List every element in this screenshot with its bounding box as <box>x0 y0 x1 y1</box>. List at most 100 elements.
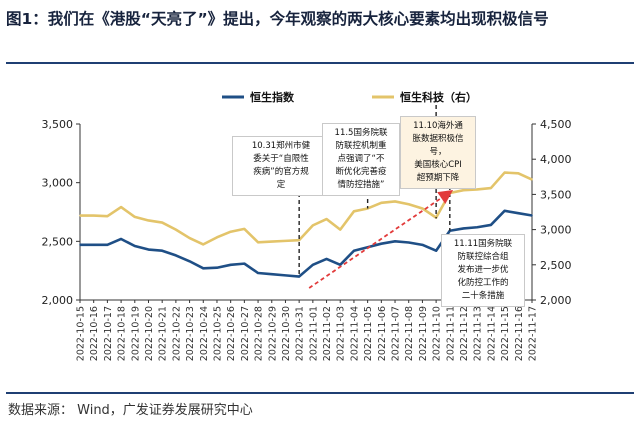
y-right-tick-label: 3,000 <box>540 224 572 237</box>
x-tick-label: 2022-10-26 <box>226 306 237 361</box>
hstech-point <box>490 187 492 189</box>
hstech-point <box>229 230 232 233</box>
x-tick-label: 2022-10-18 <box>117 306 128 361</box>
hsi-point <box>147 248 150 251</box>
hstech-point <box>243 228 246 230</box>
x-tick-label: 2022-10-29 <box>267 306 278 361</box>
x-tick-label: 2022-11-05 <box>363 306 374 361</box>
y-right-tick-label: 4,500 <box>540 118 572 131</box>
annotation-text-line: 点强调了“不 <box>337 154 385 164</box>
x-axis-ticks: 2022-10-15 2022-10-16 2022-10-17 2022-10-18… <box>76 300 539 361</box>
hstech-point <box>503 171 506 174</box>
top-rule <box>6 62 634 64</box>
annotation-text-line: 11.10海外通 <box>413 121 463 131</box>
hstech-point <box>106 215 109 218</box>
hstech-point <box>353 210 355 213</box>
x-tick-label: 2022-10-23 <box>185 306 196 361</box>
hsi-point <box>503 210 506 212</box>
hstech-point <box>298 239 300 241</box>
hsi-point <box>339 264 342 266</box>
x-tick-label: 2022-11-04 <box>349 306 360 361</box>
hstech-point <box>380 202 383 204</box>
hsi-point <box>79 244 81 246</box>
hsi-point <box>257 272 259 274</box>
annotation-text-line: 美国核心CPI <box>414 160 462 170</box>
annotation-box: 11.11国务院联 防联控综合组 发布进一步优 化防控工作的 二十条措施 <box>441 234 525 307</box>
legend-label-hsi: 恒生指数 <box>250 90 295 104</box>
hstech-point <box>476 188 479 191</box>
line-chart: 恒生指数 恒生科技（右） 2,000 2,500 3,000 3,500 2,000 2,5… <box>42 90 572 361</box>
legend-label-hstech: 恒生科技（右） <box>400 90 477 104</box>
hsi-point <box>517 212 520 214</box>
hsi-point <box>216 266 218 269</box>
hstech-point <box>188 237 191 239</box>
hstech-point <box>312 224 314 227</box>
hsi-point <box>380 242 383 245</box>
annotation-text-line: 10.31郑州市健 <box>251 141 311 151</box>
annotation-text-line: 超预期下降 <box>416 173 460 183</box>
x-tick-label: 2022-10-28 <box>254 306 265 361</box>
hsi-point <box>284 274 287 277</box>
x-tick-label: 2022-10-17 <box>103 306 114 361</box>
x-tick-label: 2022-10-27 <box>240 306 251 361</box>
y-right-tick-label: 3,500 <box>540 188 572 201</box>
y-right-tick-label: 2,500 <box>540 259 572 272</box>
hsi-point <box>202 267 205 270</box>
hsi-point <box>421 244 424 246</box>
annotation-text-line: 情防控措施” <box>337 180 385 190</box>
y-left-tick-label: 3,500 <box>42 118 74 131</box>
hstech-point <box>421 207 424 210</box>
hstech-point <box>462 189 465 191</box>
series-line-hstech <box>80 171 533 246</box>
x-tick-label: 2022-11-02 <box>322 306 333 361</box>
annotation-text-line: 发布进一步优 <box>457 265 509 275</box>
source-note: 数据来源： Wind，广发证券发展研究中心 <box>8 403 253 418</box>
x-tick-label: 2022-10-15 <box>76 306 87 361</box>
hsi-point <box>243 262 246 265</box>
x-tick-label: 2022-11-11 <box>445 306 456 361</box>
x-tick-label: 2022-10-19 <box>130 306 141 361</box>
hstech-point <box>120 206 122 208</box>
hstech-point <box>284 240 287 242</box>
x-tick-label: 2022-11-06 <box>377 306 388 361</box>
annotation-text-line: 11.11国务院联 <box>453 239 513 249</box>
hsi-point <box>92 244 95 246</box>
hsi-point <box>188 260 191 263</box>
hstech-point <box>175 228 177 231</box>
hstech-point <box>407 203 410 206</box>
bottom-rule <box>6 392 634 394</box>
x-tick-label: 2022-11-07 <box>391 306 402 361</box>
series-line-hsi <box>80 209 533 278</box>
annotation-text-line: 断优化完善疫 <box>335 167 387 177</box>
x-tick-label: 2022-10-31 <box>295 306 306 361</box>
hsi-point <box>531 214 533 217</box>
annotation-text-line: 疾病”的官方规 <box>253 167 309 177</box>
x-tick-label: 2022-11-03 <box>336 306 347 361</box>
x-tick-label: 2022-10-21 <box>158 306 169 361</box>
y-left-tick-label: 3,000 <box>42 177 74 190</box>
hstech-point <box>92 214 95 217</box>
x-tick-label: 2022-11-14 <box>486 306 497 361</box>
hstech-point <box>517 172 520 175</box>
annotation-text-line: 二十条措施 <box>461 291 505 301</box>
hsi-point <box>325 258 328 260</box>
hsi-point <box>120 238 122 240</box>
x-tick-label: 2022-11-15 <box>500 306 511 361</box>
x-tick-label: 2022-10-20 <box>144 306 155 361</box>
annotation-text-line: 定 <box>276 180 286 190</box>
annotation-text-line: 化防控工作的 <box>457 278 509 288</box>
annotation-text-line: 委关于“自限性 <box>253 154 309 164</box>
hsi-point <box>229 264 232 266</box>
legend: 恒生指数 恒生科技（右） <box>222 90 477 104</box>
y-left-tick-label: 2,500 <box>42 235 74 248</box>
x-tick-label: 2022-11-13 <box>473 306 484 361</box>
hstech-point <box>202 243 205 246</box>
trend-arrow <box>308 189 454 289</box>
x-tick-label: 2022-11-17 <box>528 306 539 361</box>
hstech-point <box>531 178 533 181</box>
hstech-point <box>147 219 150 222</box>
y-left-tick-label: 2,000 <box>42 294 74 307</box>
plot-area <box>79 98 533 289</box>
hsi-point <box>133 245 136 247</box>
annotation-text-line: 11.5国务院联 <box>334 128 388 138</box>
